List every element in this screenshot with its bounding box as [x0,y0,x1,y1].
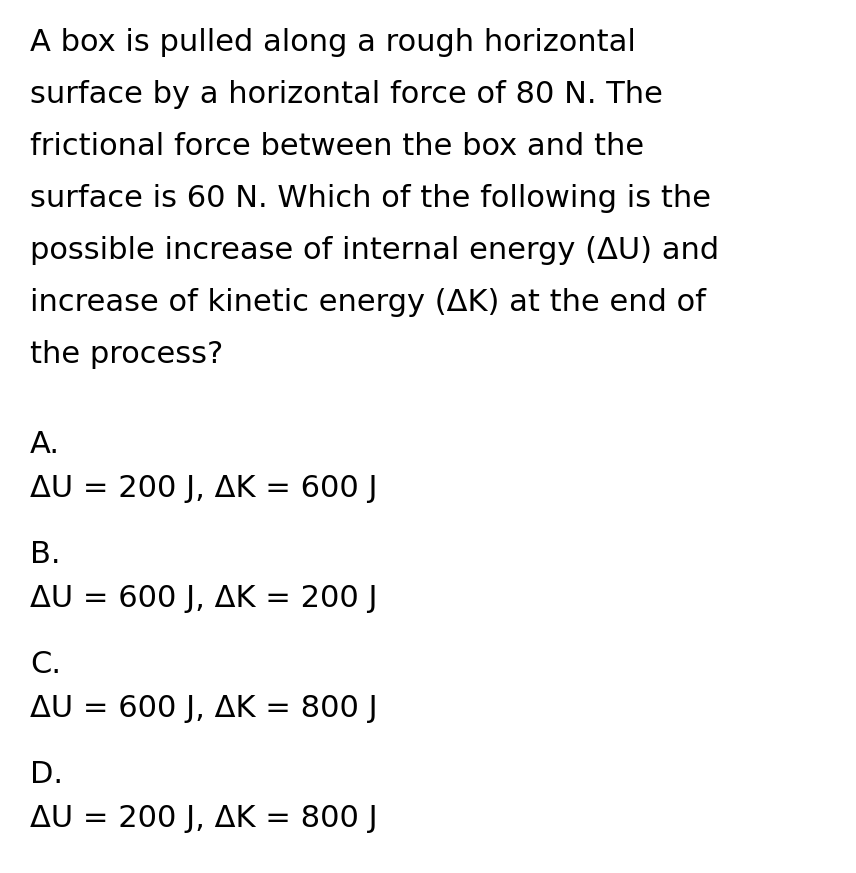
Text: A.: A. [30,430,60,459]
Text: ΔU = 200 J, ΔK = 800 J: ΔU = 200 J, ΔK = 800 J [30,804,377,833]
Text: C.: C. [30,650,61,679]
Text: ΔU = 600 J, ΔK = 200 J: ΔU = 600 J, ΔK = 200 J [30,584,377,613]
Text: surface by a horizontal force of 80 N. The: surface by a horizontal force of 80 N. T… [30,80,663,109]
Text: D.: D. [30,760,63,789]
Text: frictional force between the box and the: frictional force between the box and the [30,132,644,161]
Text: the process?: the process? [30,340,223,369]
Text: surface is 60 N. Which of the following is the: surface is 60 N. Which of the following … [30,184,711,213]
Text: B.: B. [30,540,61,569]
Text: possible increase of internal energy (ΔU) and: possible increase of internal energy (ΔU… [30,236,719,265]
Text: increase of kinetic energy (ΔK) at the end of: increase of kinetic energy (ΔK) at the e… [30,288,706,317]
Text: A box is pulled along a rough horizontal: A box is pulled along a rough horizontal [30,28,636,57]
Text: ΔU = 200 J, ΔK = 600 J: ΔU = 200 J, ΔK = 600 J [30,474,377,503]
Text: ΔU = 600 J, ΔK = 800 J: ΔU = 600 J, ΔK = 800 J [30,694,377,723]
